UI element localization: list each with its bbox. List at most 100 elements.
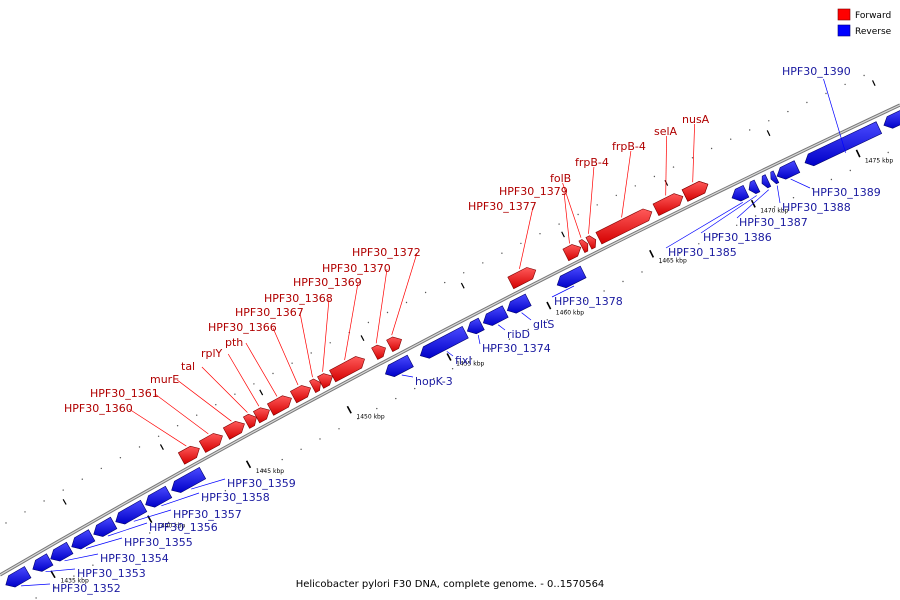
track-dot: [224, 490, 227, 492]
track-dot: [111, 553, 113, 556]
leader-hpf30-1390: [823, 78, 846, 153]
leader-hpf30-1377: [519, 206, 534, 269]
leader-tal: [201, 366, 248, 413]
leader-hpf30-1359: [191, 478, 226, 490]
track-dot: [527, 328, 529, 331]
track-dot: [43, 500, 45, 502]
gene-arrow-frpb-4: [595, 208, 653, 245]
gene-arrow-hpf30-1368: [317, 373, 333, 389]
minor-tick-mark: [259, 389, 264, 396]
gene-arrow-hpf30-1374: [466, 317, 485, 335]
track-dot: [186, 511, 189, 513]
gene-label-tal: tal: [181, 360, 195, 373]
gene-arrow-hpf30-1387: [761, 174, 772, 189]
track-dot: [754, 215, 757, 217]
track-dot: [433, 377, 435, 380]
minor-tick-mark: [159, 444, 164, 450]
track-dot: [806, 101, 808, 104]
track-dot: [253, 383, 255, 385]
track-dot: [414, 387, 416, 390]
track-dot: [291, 362, 293, 364]
gene-arrow-hpf30-1385: [731, 184, 750, 202]
track-dot: [81, 478, 84, 480]
track-dot: [603, 290, 605, 292]
gene-label-hpf30-1353: HPF30_1353: [77, 567, 146, 580]
track-dot: [868, 160, 870, 163]
gene-label-hpf30-1366: HPF30_1366: [208, 321, 277, 334]
gene-label-glts: gltS: [533, 318, 554, 331]
track-dot: [62, 489, 64, 491]
minor-tick-mark: [460, 282, 465, 289]
gene-arrow-hpf30-1366: [289, 385, 311, 404]
gene-label-frpb-4: frpB-4: [612, 140, 646, 153]
gene-arrow-hpf30-1355: [71, 529, 96, 550]
gene-arrow-tal: [242, 413, 257, 429]
track-dot: [138, 446, 141, 448]
kbp-ticks: 1435 kbp 1440 kbp 1445 kbp 1450 kbp 1455 kbp…: [50, 80, 893, 585]
leader-folb: [562, 182, 582, 238]
kbp-tick-mark: [446, 353, 452, 361]
track-dot: [792, 197, 795, 199]
gene-label-hpf30-1388: HPF30_1388: [782, 201, 851, 214]
gene-arrow-hpf30-1388: [770, 170, 780, 185]
leader-hpf30-1367: [299, 312, 313, 378]
gene-label-hpf30-1356: HPF30_1356: [149, 521, 218, 534]
leader-sela: [665, 135, 667, 196]
track-dot: [100, 467, 103, 470]
gene-arrow-hpf30-1386: [748, 179, 761, 195]
track-dot: [844, 83, 846, 86]
gene-arrow-hpf30-1390: [804, 121, 883, 167]
track-dot: [539, 233, 541, 235]
track-dot: [444, 281, 446, 284]
track-dot: [622, 280, 624, 283]
leader-hpf30-1385: [665, 201, 743, 249]
track-dot: [653, 175, 656, 178]
leader-hpf30-1355: [85, 537, 123, 549]
track-dot: [395, 397, 397, 400]
kbp-tick-label: 1435 kbp: [61, 578, 89, 585]
track-dot: [176, 425, 179, 427]
gene-label-hpf30-1389: HPF30_1389: [812, 186, 881, 199]
gene-arrow-frpb-4: [585, 235, 597, 250]
gene-label-hpf30-1368: HPF30_1368: [264, 292, 333, 305]
gene-arrow-hpf30-1377: [507, 267, 537, 290]
track-dot: [863, 74, 865, 77]
gene-label-nusa: nusA: [682, 113, 710, 126]
gene-arrow-hpf30-1354: [50, 541, 74, 562]
track-dot: [736, 224, 738, 226]
track-dot: [319, 438, 321, 440]
gene-arrow-fixi: [419, 325, 469, 359]
leader-hpf30-1369: [344, 282, 359, 361]
gene-label-hpf30-1379: HPF30_1379: [499, 185, 568, 198]
gene-arrow-hpf30-1378: [556, 265, 587, 289]
gene-label-hpf30-1377: HPF30_1377: [468, 200, 537, 213]
gene-label-hpf30-1361: HPF30_1361: [90, 387, 159, 400]
leader-hpf30-1372: [391, 252, 418, 336]
track-dot: [717, 233, 719, 236]
kbp-tick-label: 1465 kbp: [659, 258, 687, 265]
track-dot: [615, 194, 617, 197]
track-dot: [73, 575, 75, 577]
leader-hpf30-1361: [154, 393, 209, 435]
gene-arrow-folb: [578, 239, 589, 254]
kbp-tick-mark: [855, 149, 861, 158]
gene-label-hpf30-1352: HPF30_1352: [52, 582, 121, 595]
gene-label-ribd: ribD: [507, 328, 530, 341]
track-dot: [691, 157, 694, 159]
track-dot: [196, 414, 198, 416]
gene-label-fixi: fixI: [455, 354, 472, 367]
kbp-tick-label: 1470 kbp: [760, 208, 788, 215]
leader-glts: [521, 312, 532, 321]
track-dot: [92, 564, 94, 566]
leader-fixi: [446, 351, 454, 357]
track-dot: [424, 291, 427, 294]
gene-label-hpf30-1354: HPF30_1354: [100, 552, 169, 565]
gene-arrow-hpf30-1370: [371, 344, 386, 360]
gene-arrow-nusa-tail: [681, 180, 709, 202]
track-dot: [243, 479, 245, 481]
kbp-tick-label: 1475 kbp: [865, 158, 893, 165]
leader-hpf30-1379: [563, 191, 570, 244]
legend-label-reverse: Reverse: [855, 27, 892, 37]
gene-label-hpf30-1369: HPF30_1369: [293, 276, 362, 289]
